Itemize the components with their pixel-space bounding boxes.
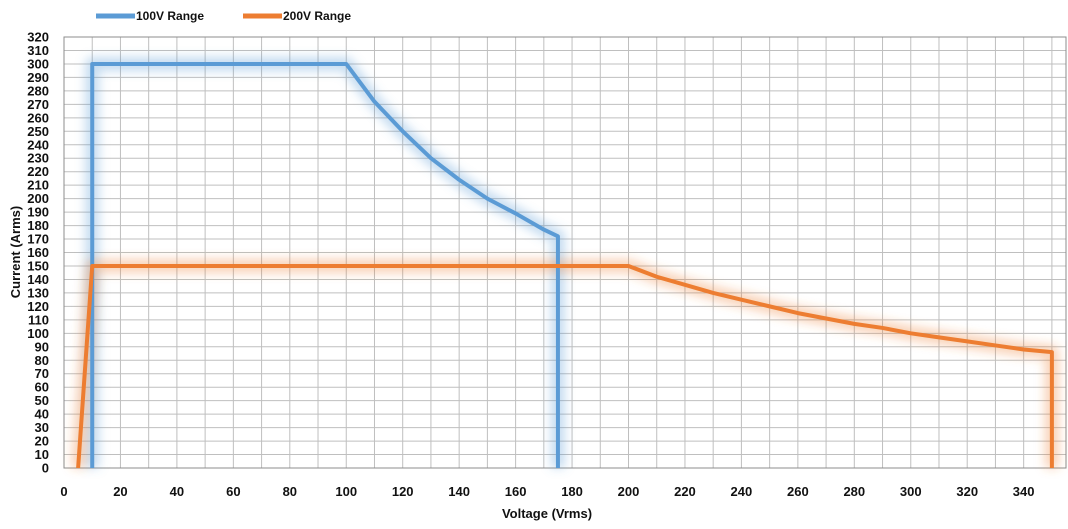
y-tick-label: 120: [27, 299, 49, 314]
y-tick-label: 290: [27, 70, 49, 85]
x-tick-label: 260: [787, 484, 809, 499]
y-axis-title: Current (Arms): [8, 206, 23, 298]
y-tick-label: 60: [35, 380, 49, 395]
x-tick-label: 200: [618, 484, 640, 499]
y-tick-label: 150: [27, 258, 49, 273]
legend-label-100v: 100V Range: [136, 9, 204, 23]
y-tick-label: 90: [35, 339, 49, 354]
x-tick-label: 300: [900, 484, 922, 499]
x-tick-label: 0: [60, 484, 67, 499]
y-tick-label: 210: [27, 178, 49, 193]
y-tick-label: 0: [42, 461, 49, 476]
x-tick-label: 220: [674, 484, 696, 499]
series-line-200v-range: [76, 263, 1054, 469]
x-axis-title: Voltage (Vrms): [502, 506, 592, 521]
series-glow-200v-range: [71, 258, 1059, 469]
x-tick-label: 280: [843, 484, 865, 499]
y-tick-label: 40: [35, 407, 49, 422]
y-axis-ticks: 0102030405060708090100110120130140150160…: [27, 30, 49, 476]
y-tick-label: 140: [27, 272, 49, 287]
x-axis-ticks: 0 20 40 60 80 100 120 140 160 180 200 220 240 260 280 3…: [60, 484, 1034, 499]
y-tick-label: 320: [27, 30, 49, 45]
y-tick-label: 270: [27, 97, 49, 112]
y-tick-label: 20: [35, 434, 49, 449]
y-tick-label: 190: [27, 205, 49, 220]
x-tick-label: 180: [561, 484, 583, 499]
x-tick-label: 160: [505, 484, 527, 499]
y-tick-label: 10: [35, 447, 49, 462]
y-tick-label: 50: [35, 393, 49, 408]
y-tick-label: 160: [27, 245, 49, 260]
y-tick-label: 280: [27, 83, 49, 98]
y-tick-label: 130: [27, 285, 49, 300]
plot-area: [63, 36, 1067, 469]
y-tick-label: 110: [28, 312, 49, 327]
y-tick-label: 310: [27, 43, 49, 58]
y-tick-label: 240: [27, 137, 49, 152]
y-tick-label: 300: [27, 56, 49, 71]
gridlines: [64, 36, 1066, 469]
x-tick-label: 120: [392, 484, 414, 499]
x-tick-label: 100: [335, 484, 357, 499]
series-lines: [76, 61, 1054, 469]
y-tick-label: 260: [27, 110, 49, 125]
x-tick-label: 40: [170, 484, 184, 499]
y-tick-label: 80: [35, 353, 49, 368]
y-tick-label: 170: [27, 232, 49, 247]
y-tick-label: 100: [27, 326, 49, 341]
legend-label-200v: 200V Range: [283, 9, 351, 23]
y-tick-label: 180: [27, 218, 49, 233]
x-tick-label: 140: [448, 484, 470, 499]
y-tick-label: 30: [35, 420, 49, 435]
y-tick-label: 70: [35, 366, 49, 381]
x-tick-label: 20: [113, 484, 127, 499]
y-tick-label: 250: [27, 124, 49, 139]
x-tick-label: 340: [1013, 484, 1035, 499]
y-tick-label: 230: [27, 151, 49, 166]
x-tick-label: 320: [956, 484, 978, 499]
x-tick-label: 80: [283, 484, 297, 499]
x-tick-label: 60: [226, 484, 240, 499]
legend: 100V Range 200V Range: [96, 9, 351, 23]
series-line-100v-range: [90, 61, 560, 468]
y-tick-label: 200: [27, 191, 49, 206]
y-tick-label: 220: [27, 164, 49, 179]
x-tick-label: 240: [731, 484, 753, 499]
